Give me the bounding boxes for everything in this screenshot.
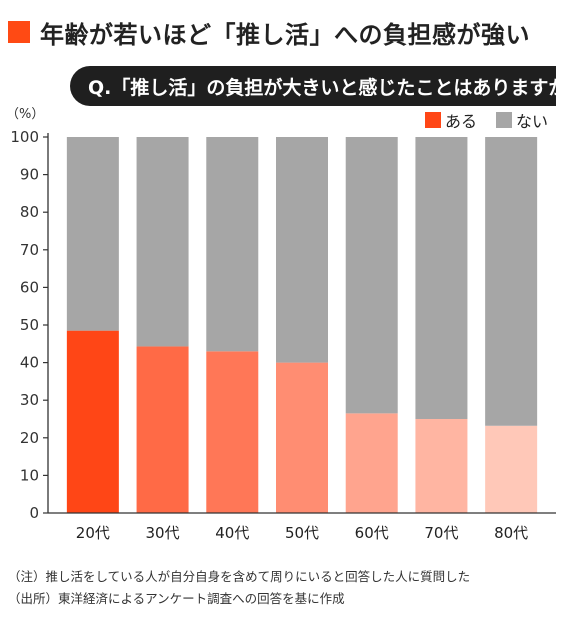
y-unit-label: （%） [6,107,44,122]
x-axis: 20代 30代 40代 50代 60代 70代 80代 [48,512,556,542]
bar-nai-20代 [66,137,119,331]
x-category-label: 30代 [146,524,180,542]
bar-aru-80代 [485,425,538,513]
x-category-label: 40代 [215,524,249,542]
bar-nai-50代 [276,137,328,363]
stacked-bar-chart: （%） ある ない 0 10 20 30 40 50 60 70 80 90 100 20代 30代 40… [6,107,556,542]
bar-nai-60代 [345,137,398,414]
y-tick-label: 30 [20,391,39,409]
bar-aru-20代 [66,330,119,513]
legend-aru-swatch [425,112,441,128]
bar-nai-40代 [206,137,259,352]
footnote-note: （注）推し活をしている人が自分自身を含めて周りにいると回答した人に質問した [8,569,471,584]
question-text: Q.「推し活」の負担が大きいと感じたことはありますか [88,76,556,99]
x-category-label: 20代 [76,524,110,542]
y-tick-label: 10 [20,466,39,484]
bar-aru-60代 [345,413,398,513]
bars [66,137,538,513]
y-tick-label: 90 [20,166,39,184]
y-tick-label: 80 [20,203,39,221]
title-marker [8,21,30,43]
y-tick-label: 100 [10,128,39,146]
bar-aru-70代 [415,419,468,513]
title-row: 年齢が若いほど「推し活」への負担感が強い [8,14,530,50]
x-category-label: 80代 [494,524,528,542]
y-axis: 0 10 20 30 40 50 60 70 80 90 100 [10,128,49,522]
legend-nai-swatch [496,112,512,128]
footnote-source: （出所）東洋経済によるアンケート調査への回答を基に作成 [8,591,345,606]
chart-title: 年齢が若いほど「推し活」への負担感が強い [40,20,530,49]
bar-nai-80代 [485,137,538,426]
bar-nai-30代 [136,137,189,347]
question-banner: Q.「推し活」の負担が大きいと感じたことはありますか [70,66,556,106]
y-tick-label: 60 [20,278,39,296]
bar-aru-40代 [206,351,259,513]
bar-aru-50代 [276,362,328,513]
y-tick-label: 50 [20,316,39,334]
y-tick-label: 0 [29,504,39,522]
legend-aru-label: ある [445,112,477,131]
legend: ある ない [425,112,548,131]
y-tick-label: 20 [20,429,39,447]
y-tick-label: 40 [20,354,39,372]
x-category-label: 70代 [424,524,458,542]
x-category-label: 60代 [355,524,389,542]
legend-nai-label: ない [516,112,548,131]
bar-aru-30代 [136,346,189,513]
x-category-label: 50代 [285,524,319,542]
bar-nai-70代 [415,137,468,419]
y-tick-label: 70 [20,241,39,259]
